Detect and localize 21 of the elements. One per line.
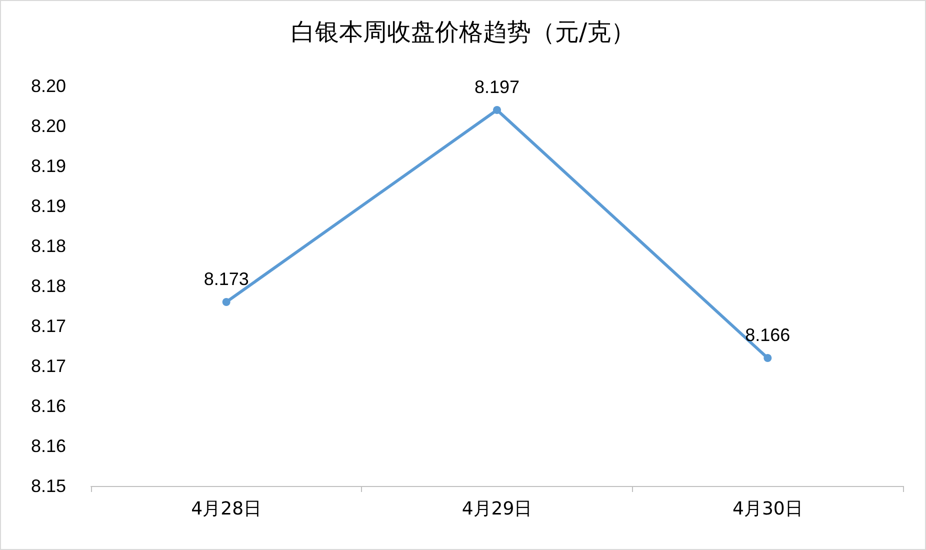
point xyxy=(222,298,230,306)
y-tick-label: 8.20 xyxy=(31,76,66,96)
x-tick-label: 4月30日 xyxy=(732,498,803,520)
chart-title: 白银本周收盘价格趋势（元/克） xyxy=(290,18,636,46)
data-label: 8.197 xyxy=(474,77,520,97)
x-tick-label: 4月28日 xyxy=(191,498,262,520)
y-tick-label: 8.17 xyxy=(31,316,66,336)
y-tick-label: 8.16 xyxy=(31,436,66,456)
data-label: 8.173 xyxy=(204,269,249,289)
x-tick-label: 4月29日 xyxy=(462,498,532,520)
y-tick-label: 8.15 xyxy=(31,476,66,496)
y-tick-label: 8.20 xyxy=(31,116,66,136)
y-tick-label: 8.16 xyxy=(31,396,66,416)
y-tick-label: 8.18 xyxy=(31,236,66,256)
point xyxy=(493,106,501,114)
point xyxy=(764,354,772,362)
y-tick-label: 8.18 xyxy=(31,276,66,296)
data-label: 8.166 xyxy=(745,325,790,345)
y-tick-label: 8.19 xyxy=(31,156,66,176)
y-tick-label: 8.17 xyxy=(31,356,66,376)
y-tick-label: 8.19 xyxy=(31,196,66,216)
